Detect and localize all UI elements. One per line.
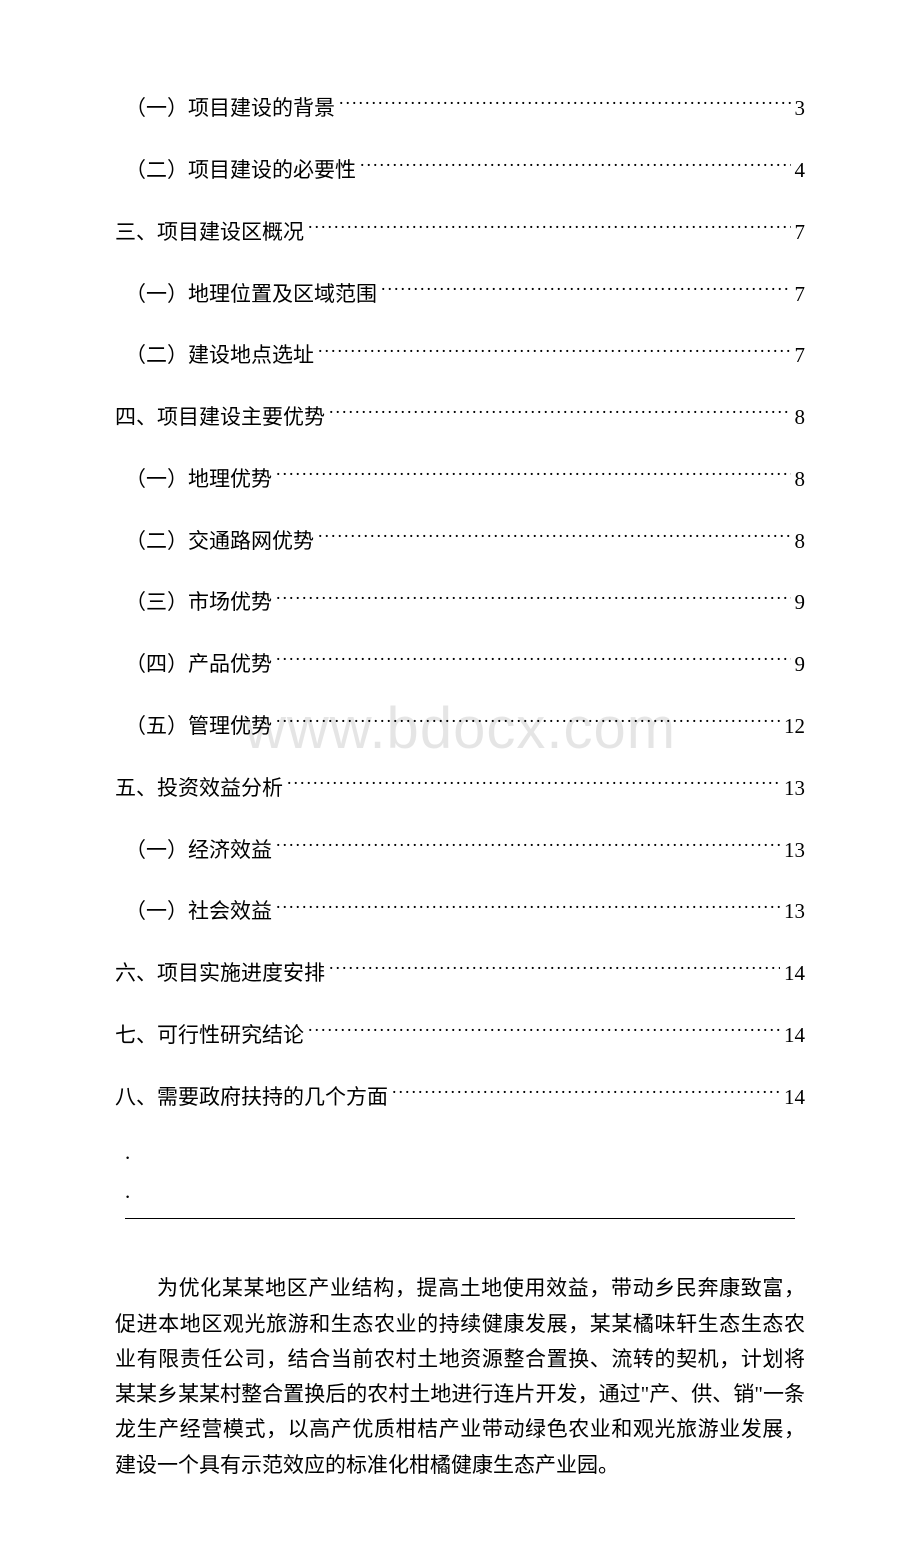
page-container: www.bdocx.com （一）项目建设的背景 3 （二）项目建设的必要性 4… [115,90,805,1483]
toc-page: 13 [784,895,805,929]
toc-label: 七、可行性研究结论 [115,1019,304,1053]
toc-label: 五、投资效益分析 [115,772,283,806]
toc-leader [360,152,791,177]
toc-label: （一）地理优势 [125,463,272,497]
toc-page: 8 [795,463,806,497]
toc-page: 9 [795,648,806,682]
toc-leader [392,1079,780,1104]
toc-leader [276,831,780,856]
toc-page: 8 [795,525,806,559]
toc-leader [276,461,791,486]
toc-label: 六、项目实施进度安排 [115,957,325,991]
toc-page: 14 [784,1019,805,1053]
toc-label: （三）市场优势 [125,586,272,620]
toc-entry: 三、项目建设区概况 7 [115,214,805,250]
toc-leader [308,1017,780,1042]
toc-leader [308,214,791,239]
toc-page: 13 [784,834,805,868]
toc-entry: （一）地理优势 8 [115,461,805,497]
toc-label: （一）项目建设的背景 [125,92,335,126]
toc-leader [329,955,780,980]
toc-entry: （一）社会效益 13 [115,893,805,929]
toc-page: 8 [795,401,806,435]
toc-leader [381,275,791,300]
toc-entry: （一）项目建设的背景 3 [115,90,805,126]
toc-label: （四）产品优势 [125,648,272,682]
toc-page: 7 [795,339,806,373]
toc-label: （二）项目建设的必要性 [125,154,356,188]
toc-entry: （五）管理优势 12 [115,708,805,744]
toc-label: （五）管理优势 [125,710,272,744]
toc-page: 7 [795,216,806,250]
toc-entry: （三）市场优势 9 [115,584,805,620]
toc-label: （一）社会效益 [125,895,272,929]
toc-label: 四、项目建设主要优势 [115,401,325,435]
toc-label: （一）经济效益 [125,834,272,868]
toc-entry: （二）项目建设的必要性 4 [115,152,805,188]
toc-leader [339,90,791,115]
toc-leader [276,646,791,671]
toc-entry: 八、需要政府扶持的几个方面 14 [115,1079,805,1115]
toc-entry: 七、可行性研究结论 14 [115,1017,805,1053]
toc-page: 14 [784,957,805,991]
toc-label: （二）建设地点选址 [125,339,314,373]
toc-page: 9 [795,586,806,620]
toc-label: 三、项目建设区概况 [115,216,304,250]
toc-leader [318,337,791,362]
toc-leader [276,584,791,609]
toc-entry: （二）建设地点选址 7 [115,337,805,373]
toc-label: （二）交通路网优势 [125,525,314,559]
toc-entry: （一）经济效益 13 [115,831,805,867]
toc-entry: （一）地理位置及区域范围 7 [115,275,805,311]
toc-entry: 四、项目建设主要优势 8 [115,399,805,435]
toc-page: 3 [795,92,806,126]
toc-leader [329,399,791,424]
toc-entry: （二）交通路网优势 8 [115,522,805,558]
toc-leader [318,522,791,547]
stray-dot: . [115,1140,805,1165]
body-paragraph: 为优化某某地区产业结构，提高土地使用效益，带动乡民奔康致富，促进本地区观光旅游和… [115,1271,805,1483]
toc-entry: （四）产品优势 9 [115,646,805,682]
section-separator [125,1218,795,1219]
toc-page: 14 [784,1081,805,1115]
toc-entry: 五、投资效益分析 13 [115,770,805,806]
toc-page: 4 [795,154,806,188]
table-of-contents: （一）项目建设的背景 3 （二）项目建设的必要性 4 三、项目建设区概况 7 （… [115,90,805,1114]
toc-entry: 六、项目实施进度安排 14 [115,955,805,991]
stray-dot: . [115,1179,805,1204]
toc-label: （一）地理位置及区域范围 [125,278,377,312]
toc-page: 7 [795,278,806,312]
toc-page: 12 [784,710,805,744]
toc-leader [276,708,780,733]
toc-page: 13 [784,772,805,806]
toc-label: 八、需要政府扶持的几个方面 [115,1081,388,1115]
toc-leader [287,770,780,795]
toc-leader [276,893,780,918]
